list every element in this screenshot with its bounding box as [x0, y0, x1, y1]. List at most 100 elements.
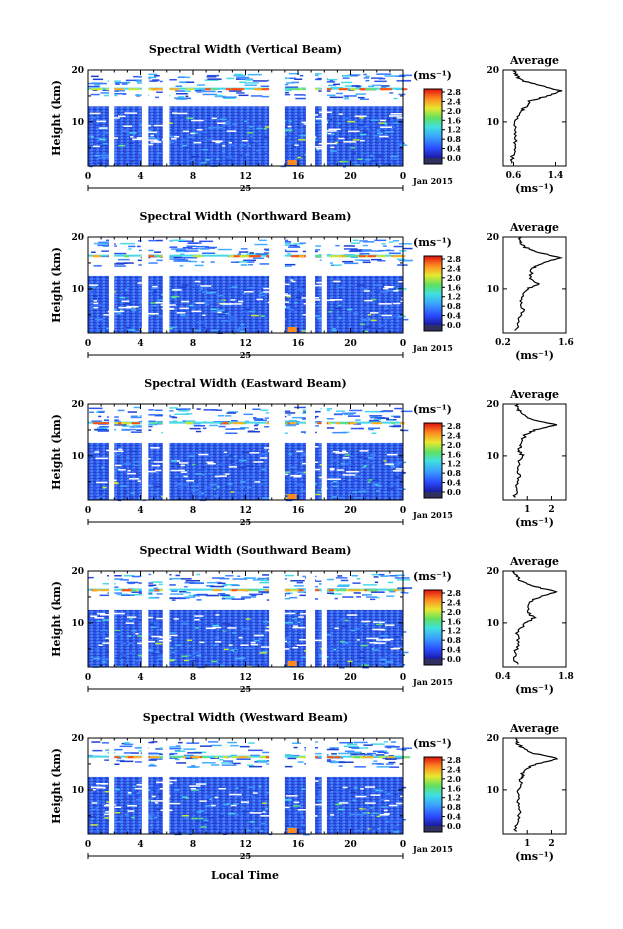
- panel-1: Spectral Width (Vertical Beam) 20 10 Height…: [50, 43, 567, 195]
- avg-x-tick-label: 1: [524, 505, 530, 515]
- x-tick-label: 16: [292, 172, 305, 182]
- panel-4: Spectral Width (Southward Beam) 20 10 Heigh…: [50, 544, 574, 696]
- colorbar-tick-label: 2.0: [447, 607, 461, 617]
- y-tick-label: 10: [71, 619, 84, 629]
- colorbar: [423, 255, 443, 332]
- panel-5: Spectral Width (Westward Beam)2010Height…: [50, 711, 567, 863]
- x-tick-label: 0: [400, 339, 406, 349]
- panel-title: Spectral Width (Southward Beam): [139, 544, 351, 557]
- avg-y-tick-label: 20: [486, 233, 499, 243]
- average-xlabel: (ms⁻¹): [515, 349, 554, 362]
- colorbar-tick-label: 1.2: [447, 125, 461, 135]
- x-tick-label: 8: [190, 339, 196, 349]
- x-tick-label: 0: [400, 840, 406, 850]
- average-profile-line: [512, 403, 558, 498]
- y-axis-label: Height (km): [50, 581, 63, 657]
- x-tick-label: 12: [239, 840, 252, 850]
- avg-y-tick-label: 10: [486, 285, 499, 295]
- colorbar-tick-label: 2.8: [447, 588, 461, 598]
- heatmap: [88, 70, 413, 168]
- average-xlabel: (ms⁻¹): [515, 516, 554, 529]
- date-label: Jan 2015: [412, 343, 453, 353]
- x-tick-label: 0: [85, 339, 91, 349]
- average-title: Average: [509, 54, 559, 67]
- panel-3: Spectral Width (Eastward Beam)2010Height…: [50, 377, 567, 529]
- x-tick-label: 8: [190, 506, 196, 516]
- x-tick-label: 0: [85, 506, 91, 516]
- y-tick-label: 10: [71, 786, 84, 796]
- x-tick-label: 4: [137, 339, 143, 349]
- colorbar-tick-label: 2.4: [447, 96, 461, 106]
- colorbar-unit: (ms⁻¹): [413, 737, 452, 750]
- avg-x-tick-label: 1: [524, 839, 530, 849]
- avg-x-tick-label: 2: [548, 839, 554, 849]
- colorbar: [423, 589, 443, 666]
- x-tick-label: 20: [344, 673, 357, 683]
- x-tick-label: 16: [292, 339, 305, 349]
- colorbar-tick-label: 1.2: [447, 793, 461, 803]
- panel-2: Spectral Width (Northward Beam) 20 10 Heigh…: [50, 210, 574, 362]
- average-frame: [502, 570, 567, 668]
- average-xlabel: (ms⁻¹): [515, 182, 554, 195]
- colorbar-tick-label: 2.4: [447, 263, 461, 273]
- colorbar-tick-label: 1.2: [447, 626, 461, 636]
- colorbar: [423, 756, 443, 833]
- avg-y-tick-label: 20: [486, 400, 499, 410]
- colorbar-tick-label: 2.8: [447, 254, 461, 264]
- y-axis-label: Height (km): [50, 80, 63, 156]
- colorbar-unit: (ms⁻¹): [413, 403, 452, 416]
- avg-x-tick-label: 0.6: [506, 171, 522, 181]
- average-xlabel: (ms⁻¹): [515, 850, 554, 863]
- average-frame: [502, 737, 567, 835]
- y-axis-label: Height (km): [50, 748, 63, 824]
- colorbar-tick-label: 2.4: [447, 430, 461, 440]
- x-tick-label: 0: [400, 506, 406, 516]
- colorbar-tick-label: 0.0: [447, 153, 461, 163]
- x-tick-label: 8: [190, 673, 196, 683]
- avg-x-tick-label: 2: [548, 505, 554, 515]
- colorbar-tick-label: 0.0: [447, 487, 461, 497]
- x-tick-label: 0: [85, 172, 91, 182]
- colorbar-tick-label: 2.0: [447, 440, 461, 450]
- avg-y-tick-label: 10: [486, 452, 499, 462]
- day-label: 25: [240, 350, 251, 360]
- avg-x-tick-label: 0.4: [495, 672, 511, 682]
- colorbar: [423, 88, 443, 165]
- avg-x-tick-label: 0.2: [495, 338, 511, 348]
- avg-y-tick-label: 10: [486, 619, 499, 629]
- average-xlabel: (ms⁻¹): [515, 683, 554, 696]
- colorbar-tick-label: 1.2: [447, 292, 461, 302]
- colorbar: [423, 422, 443, 499]
- x-tick-label: 20: [344, 840, 357, 850]
- y-axis-label: Height (km): [50, 414, 63, 490]
- average-title: Average: [509, 722, 559, 735]
- colorbar-tick-label: 0.4: [447, 645, 461, 655]
- y-tick-label: 20: [71, 233, 84, 243]
- y-tick-label: 10: [71, 452, 84, 462]
- colorbar-tick-label: 0.0: [447, 821, 461, 831]
- x-tick-label: 20: [344, 339, 357, 349]
- average-profile-line: [511, 570, 558, 665]
- colorbar-tick-label: 0.4: [447, 144, 461, 154]
- panel-title: Spectral Width (Westward Beam): [143, 711, 348, 724]
- heatmap: [88, 571, 413, 669]
- x-tick-label: 8: [190, 840, 196, 850]
- heatmap: [88, 404, 413, 502]
- x-tick-label: 12: [239, 172, 252, 182]
- colorbar-tick-label: 0.8: [447, 301, 461, 311]
- y-tick-label: 20: [71, 66, 84, 76]
- date-label: Jan 2015: [412, 176, 453, 186]
- x-tick-label: 12: [239, 339, 252, 349]
- colorbar-unit: (ms⁻¹): [413, 236, 452, 249]
- colorbar-tick-label: 1.6: [447, 282, 461, 292]
- y-tick-label: 10: [71, 285, 84, 295]
- average-profile-line: [513, 737, 559, 832]
- avg-y-tick-label: 10: [486, 786, 499, 796]
- average-title: Average: [509, 555, 559, 568]
- y-tick-label: 20: [71, 567, 84, 577]
- colorbar-unit: (ms⁻¹): [413, 69, 452, 82]
- avg-y-tick-label: 20: [486, 734, 499, 744]
- x-tick-label: 16: [292, 506, 305, 516]
- date-label: Jan 2015: [412, 844, 453, 854]
- colorbar-tick-label: 0.8: [447, 134, 461, 144]
